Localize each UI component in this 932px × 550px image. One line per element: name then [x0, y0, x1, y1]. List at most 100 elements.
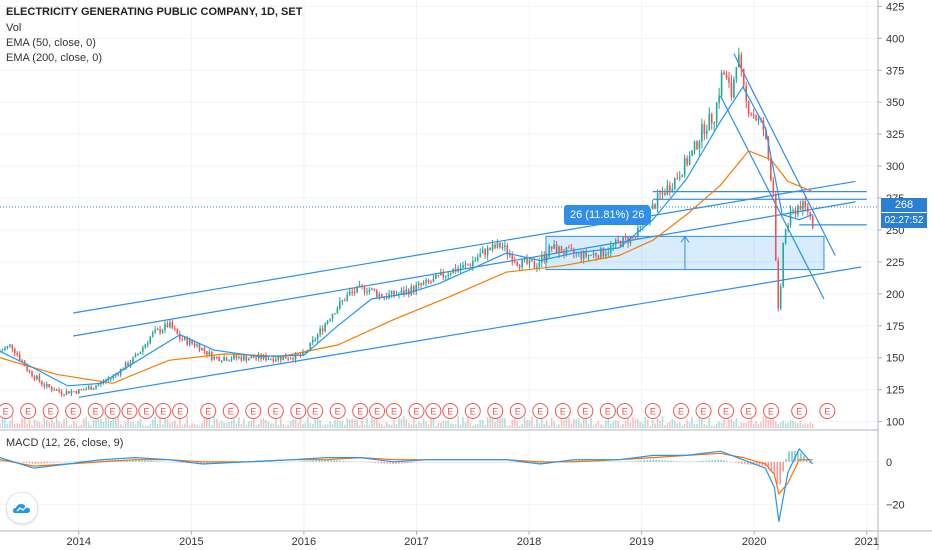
- macd-histogram-bar: [513, 461, 516, 463]
- earnings-marker-letter: E: [250, 407, 256, 417]
- volume-bar: [430, 416, 432, 428]
- candle-body: [701, 124, 703, 142]
- volume-bar: [688, 422, 691, 428]
- macd-histogram-bar: [516, 461, 518, 463]
- volume-bar: [176, 424, 179, 428]
- macd-histogram-bar: [374, 461, 377, 463]
- volume-indicator-label[interactable]: Vol: [6, 22, 22, 34]
- candle-body: [742, 68, 745, 86]
- candle-body: [294, 353, 297, 360]
- candle-body: [472, 260, 474, 266]
- volume-bar: [380, 424, 383, 428]
- volume-bar: [607, 418, 610, 428]
- macd-histogram-bar: [726, 460, 728, 462]
- volume-bar: [435, 425, 437, 428]
- candle-body: [252, 356, 255, 359]
- volume-bar: [649, 425, 651, 428]
- candle-body: [198, 344, 201, 351]
- earnings-marker: [245, 403, 262, 419]
- candle-body: [693, 141, 696, 151]
- volume-bar: [425, 421, 427, 428]
- candle-body: [671, 188, 674, 191]
- candle-body: [508, 254, 511, 256]
- candle-body: [329, 319, 331, 322]
- macd-histogram-bar: [466, 461, 468, 463]
- candle-body: [550, 246, 553, 249]
- macd-indicator-label[interactable]: MACD (12, 26, close, 9): [6, 437, 124, 449]
- earnings-marker-letter: E: [3, 407, 9, 417]
- volume-bar: [363, 424, 366, 428]
- earnings-marker-letter: E: [143, 407, 149, 417]
- volume-bar: [531, 416, 533, 428]
- macd-histogram-bar: [628, 461, 631, 462]
- volume-bar: [718, 421, 720, 428]
- volume-bar: [622, 423, 624, 428]
- candle-body: [176, 329, 179, 335]
- volume-bar: [299, 418, 302, 428]
- volume-bar: [809, 422, 812, 428]
- candle-body: [797, 205, 799, 215]
- volume-bar: [124, 422, 127, 428]
- ema50-indicator-label[interactable]: EMA (50, close, 0): [6, 37, 96, 49]
- earnings-marker: [329, 403, 346, 419]
- candle-body: [777, 260, 780, 309]
- candle-body: [612, 244, 615, 246]
- measure-tool-label[interactable]: 26 (11.81%) 26: [564, 205, 651, 225]
- candle-body: [156, 328, 159, 330]
- candle-body: [282, 356, 285, 361]
- volume-bar: [353, 418, 356, 428]
- tradingview-logo-icon[interactable]: [6, 492, 38, 524]
- macd-histogram-bar: [610, 461, 613, 462]
- macd-histogram-bar: [418, 461, 421, 463]
- volume-bar: [787, 422, 789, 428]
- earnings-marker-letter: E: [93, 407, 99, 417]
- candle-body: [779, 286, 782, 309]
- candle-body: [669, 185, 671, 191]
- earnings-marker-letter: E: [160, 407, 166, 417]
- candle-body: [622, 237, 624, 247]
- candle-body: [331, 313, 334, 320]
- volume-bar: [457, 416, 459, 428]
- macd-histogram-bar: [164, 461, 167, 463]
- candle-body: [50, 387, 53, 391]
- volume-bar: [245, 425, 248, 428]
- earnings-marker: [222, 403, 239, 419]
- earnings-marker-letter: E: [110, 407, 116, 417]
- candle-body: [97, 384, 100, 387]
- macd-histogram-bar: [740, 461, 743, 464]
- macd-histogram-bar: [714, 460, 716, 462]
- candle-body: [262, 355, 265, 360]
- volume-bar: [541, 416, 543, 428]
- volume-bar: [698, 416, 701, 428]
- volume-bar: [26, 423, 28, 428]
- macd-histogram-bar: [445, 461, 448, 463]
- volume-bar: [82, 418, 85, 428]
- volume-bar: [533, 425, 536, 428]
- candle-body: [124, 362, 127, 370]
- ema200-indicator-label[interactable]: EMA (200, close, 0): [6, 52, 102, 64]
- volume-bar: [627, 416, 629, 428]
- earnings-marker: [791, 403, 808, 419]
- price-tick-label: 125: [886, 385, 904, 397]
- volume-bar: [321, 424, 324, 428]
- macd-histogram-bar: [339, 460, 341, 462]
- macd-histogram-bar: [268, 461, 270, 463]
- volume-bar: [262, 418, 265, 428]
- volume-bar: [203, 417, 206, 428]
- price-tick-label: 150: [886, 353, 904, 365]
- candle-body: [784, 229, 787, 243]
- candle-body: [146, 343, 149, 345]
- volume-bar: [521, 423, 523, 428]
- volume-bar: [577, 418, 580, 428]
- candle-body: [563, 253, 565, 255]
- macd-histogram-bar: [16, 461, 19, 463]
- macd-histogram-bar: [161, 461, 164, 462]
- candle-body: [85, 388, 87, 390]
- macd-histogram-bar: [132, 459, 134, 462]
- volume-bar: [400, 418, 403, 428]
- volume-bar: [410, 424, 413, 428]
- candle-body: [526, 258, 528, 264]
- volume-bar: [612, 421, 615, 428]
- macd-histogram-bar: [773, 461, 776, 475]
